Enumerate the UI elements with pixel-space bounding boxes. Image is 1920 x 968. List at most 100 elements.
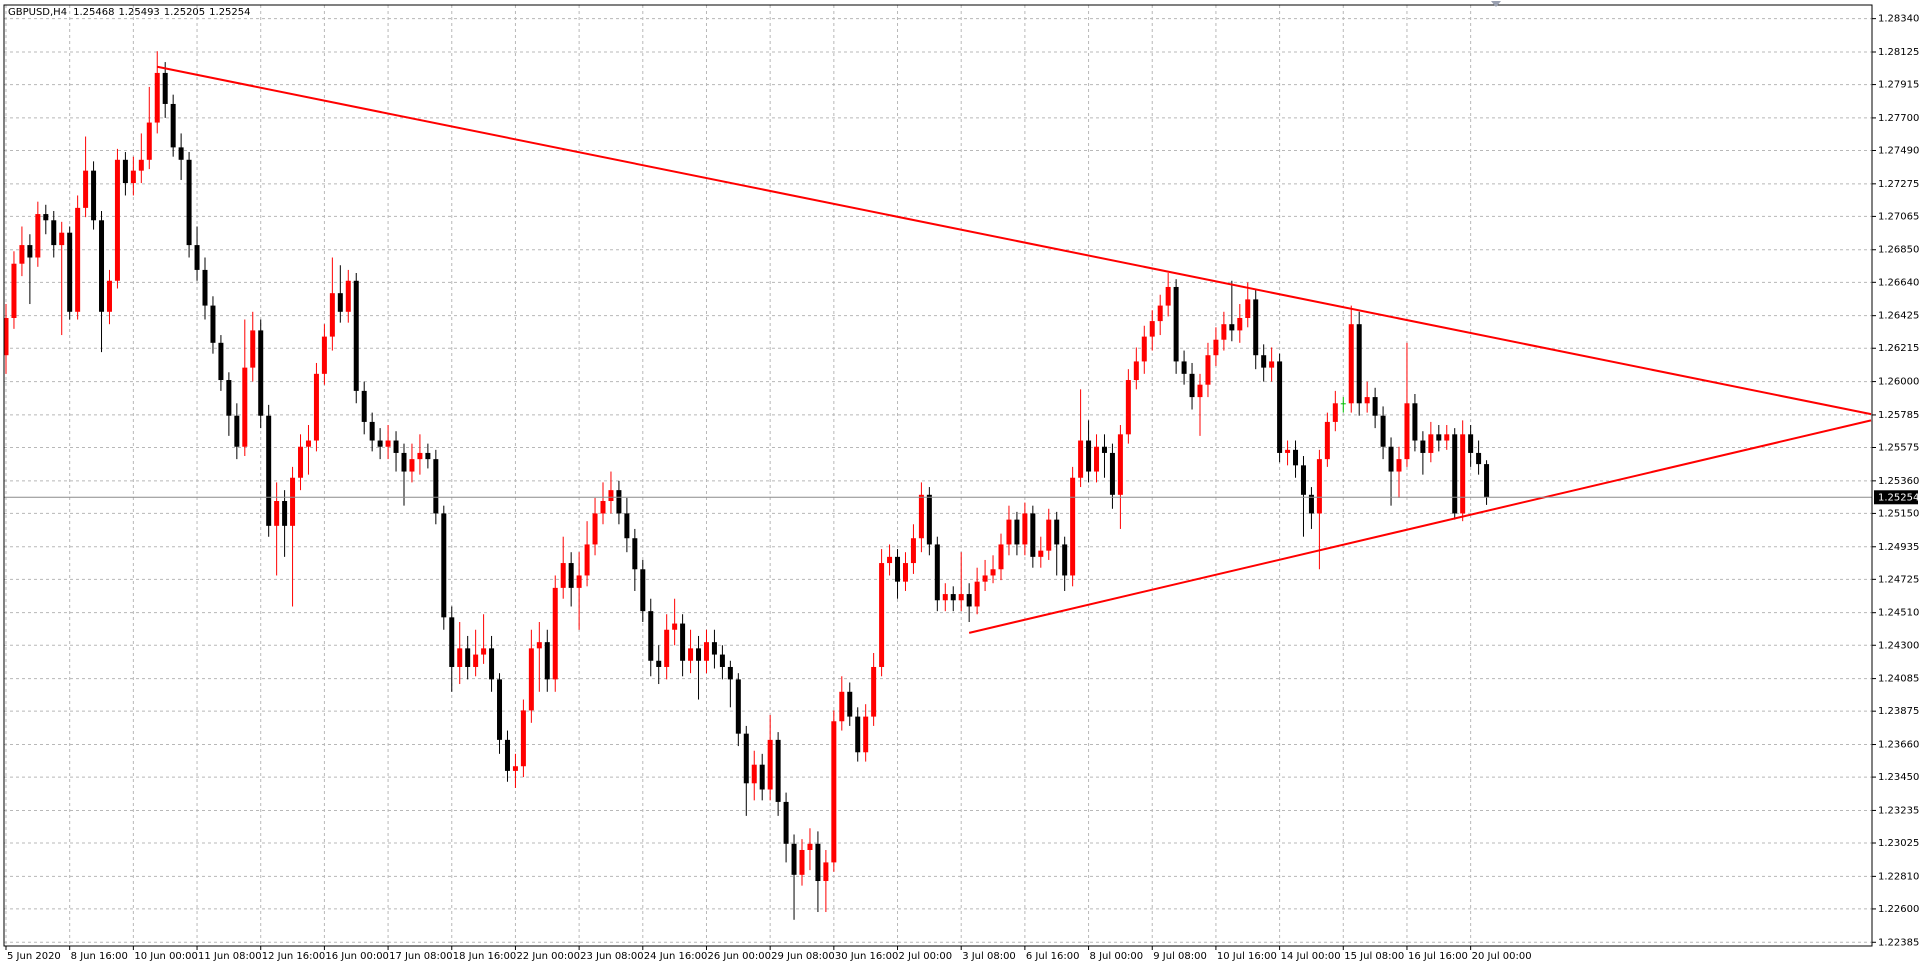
candle-body bbox=[1054, 519, 1060, 545]
trendline bbox=[968, 419, 1872, 634]
candle-body bbox=[1420, 440, 1426, 453]
candle-body bbox=[1237, 317, 1243, 331]
candle-body bbox=[313, 373, 319, 441]
y-tick-label: 1.24725 bbox=[1878, 574, 1919, 585]
candle-body bbox=[1141, 336, 1147, 362]
candle-body bbox=[178, 147, 184, 160]
candle-body bbox=[918, 494, 924, 539]
candle-body bbox=[393, 440, 399, 453]
candle-body bbox=[966, 594, 972, 607]
candle-body bbox=[11, 263, 17, 318]
x-tick-label: 3 Jul 08:00 bbox=[962, 951, 1016, 962]
candle-body bbox=[1086, 440, 1092, 472]
candle-body bbox=[807, 843, 813, 850]
candle-body bbox=[855, 716, 861, 753]
x-tick-label: 24 Jun 16:00 bbox=[644, 951, 708, 962]
x-tick-label: 14 Jul 00:00 bbox=[1281, 951, 1341, 962]
x-tick-label: 8 Jun 16:00 bbox=[71, 951, 128, 962]
x-tick-label: 10 Jun 00:00 bbox=[134, 951, 198, 962]
candle-body bbox=[584, 544, 590, 576]
y-tick-label: 1.24510 bbox=[1878, 608, 1919, 619]
candle-body bbox=[1173, 286, 1179, 362]
candle-body bbox=[871, 666, 877, 717]
y-tick-label: 1.23450 bbox=[1878, 772, 1919, 783]
candle-body bbox=[266, 415, 272, 526]
candle-body bbox=[767, 739, 773, 790]
candle-body bbox=[656, 660, 662, 667]
y-tick-label: 1.27915 bbox=[1878, 80, 1919, 91]
candle-body bbox=[361, 390, 367, 422]
candle-body bbox=[1293, 449, 1299, 466]
x-tick-label: 6 Jul 16:00 bbox=[1026, 951, 1080, 962]
candle-body bbox=[1078, 440, 1084, 478]
y-tick-label: 1.26000 bbox=[1878, 377, 1919, 388]
candle-body bbox=[783, 801, 789, 844]
shift-marker bbox=[1491, 1, 1501, 7]
y-tick-label: 1.27700 bbox=[1878, 113, 1919, 124]
candle-body bbox=[242, 367, 248, 447]
candle-body bbox=[600, 501, 606, 514]
x-tick-label: 5 Jun 2020 bbox=[7, 951, 61, 962]
candle-body bbox=[1324, 421, 1330, 460]
y-tick-label: 1.27065 bbox=[1878, 211, 1919, 222]
candle-body bbox=[942, 594, 948, 601]
y-tick-label: 1.24300 bbox=[1878, 640, 1919, 651]
candle-body bbox=[664, 629, 670, 667]
candle-body bbox=[616, 490, 622, 514]
candle-body bbox=[902, 563, 908, 582]
candle-body bbox=[1030, 513, 1036, 557]
x-tick-label: 2 Jul 00:00 bbox=[899, 951, 953, 962]
candle-body bbox=[1364, 397, 1370, 404]
candle-body bbox=[234, 415, 240, 447]
candle-body bbox=[863, 716, 869, 753]
candle-body bbox=[1452, 434, 1458, 514]
plot-frame bbox=[3, 4, 1873, 947]
candle-body bbox=[1261, 355, 1267, 368]
y-tick-label: 1.22810 bbox=[1878, 871, 1919, 882]
x-tick-label: 17 Jun 08:00 bbox=[389, 951, 453, 962]
candle-body bbox=[974, 581, 980, 607]
y-tick-label: 1.22385 bbox=[1878, 937, 1919, 948]
candle-body bbox=[1070, 477, 1076, 576]
candle-body bbox=[67, 232, 73, 312]
candle-body bbox=[703, 642, 709, 661]
x-tick-label: 10 Jul 16:00 bbox=[1217, 951, 1277, 962]
candle-body bbox=[473, 654, 479, 667]
y-tick-label: 1.24085 bbox=[1878, 674, 1919, 685]
candle-body bbox=[154, 72, 160, 123]
candle-body bbox=[321, 336, 327, 374]
price-label: 1.25254 bbox=[1878, 492, 1919, 503]
y-tick-label: 1.26215 bbox=[1878, 343, 1919, 354]
candle-body bbox=[51, 220, 57, 246]
header-high: 1.25493 bbox=[118, 7, 159, 18]
candle-body bbox=[1229, 324, 1235, 331]
candle-body bbox=[1468, 434, 1474, 453]
candle-body bbox=[1356, 324, 1362, 404]
x-tick-label: 30 Jun 16:00 bbox=[835, 951, 899, 962]
candle-body bbox=[1245, 299, 1251, 318]
candle-body bbox=[1340, 403, 1346, 405]
candle-body bbox=[202, 269, 208, 306]
candle-body bbox=[632, 538, 638, 570]
candle-body bbox=[1213, 339, 1219, 356]
y-tick-label: 1.22600 bbox=[1878, 904, 1919, 915]
candle-body bbox=[1253, 299, 1259, 356]
candle-body bbox=[1046, 519, 1052, 551]
x-tick-label: 26 Jun 00:00 bbox=[707, 951, 771, 962]
candle-body bbox=[290, 477, 296, 526]
y-tick-label: 1.25150 bbox=[1878, 508, 1919, 519]
candle-body bbox=[624, 513, 630, 539]
candle-body bbox=[282, 501, 288, 526]
candle-body bbox=[274, 501, 280, 526]
header-close: 1.25254 bbox=[209, 7, 250, 18]
candle-body bbox=[1308, 494, 1314, 514]
candle-body bbox=[1436, 434, 1442, 441]
candle-body bbox=[791, 843, 797, 875]
candle-body bbox=[672, 623, 678, 630]
candle-body bbox=[1117, 434, 1123, 495]
price-label-box bbox=[1874, 490, 1918, 505]
candle-body bbox=[1396, 459, 1402, 472]
candle-body bbox=[457, 648, 463, 667]
y-tick-label: 1.24935 bbox=[1878, 542, 1919, 553]
